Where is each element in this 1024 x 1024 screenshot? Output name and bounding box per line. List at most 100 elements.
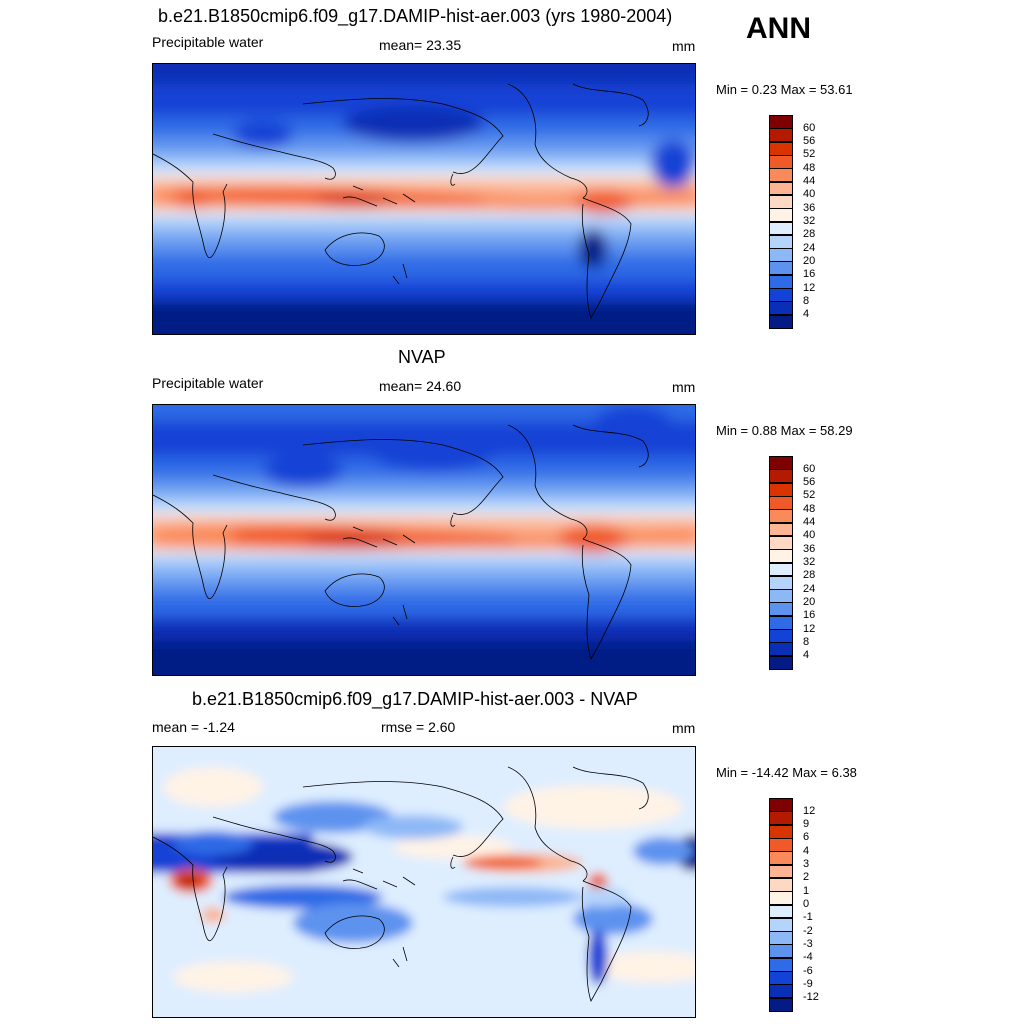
- panel-2-coastlines: [153, 424, 649, 660]
- colorbar-swatch: [769, 957, 793, 972]
- colorbar-tick-label: 24: [803, 582, 816, 595]
- panel-2-map: [152, 404, 696, 676]
- colorbar-swatch: [769, 602, 793, 617]
- colorbar-swatch: [769, 221, 793, 236]
- colorbar-tick-label: 16: [803, 609, 816, 622]
- colorbar-tick-label: 44: [803, 175, 816, 188]
- colorbar-swatch: [769, 851, 793, 866]
- colorbar-tick-label: 56: [803, 476, 816, 489]
- panel-1-minmax: Min = 0.23 Max = 53.61: [716, 82, 853, 97]
- colorbar-swatch: [769, 642, 793, 657]
- colorbar-swatch: [769, 549, 793, 564]
- colorbar-tick-label: 4: [803, 649, 810, 662]
- panel-2-field: [153, 405, 695, 675]
- colorbar-tick-label: 48: [803, 502, 816, 515]
- panel-1-coastlines: [153, 83, 649, 319]
- colorbar-tick-label: 1: [803, 884, 810, 897]
- colorbar-tick-label: -6: [803, 964, 813, 977]
- panel-1-colorbar: 60 56 52 48 44 40 36 32 28 24 20 16 12 8 4: [769, 115, 815, 329]
- colorbar-swatch: [769, 655, 793, 670]
- colorbar-tick-label: 12: [803, 804, 816, 817]
- colorbar-swatch: [769, 562, 793, 577]
- colorbar-tick-label: 60: [803, 121, 816, 134]
- colorbar-swatch: [769, 168, 793, 183]
- colorbar-swatch: [769, 811, 793, 826]
- colorbar-tick-label: 56: [803, 135, 816, 148]
- colorbar-tick-label: 32: [803, 556, 816, 568]
- panel-1-title: b.e21.B1850cmip6.f09_g17.DAMIP-hist-aer.…: [158, 6, 673, 26]
- colorbar-swatch: [769, 629, 793, 643]
- colorbar-swatch: [769, 944, 793, 959]
- panel-1-mean-label: mean= 23.35: [379, 37, 462, 53]
- colorbar-swatch: [769, 904, 793, 919]
- colorbar-tick-label: 12: [803, 281, 816, 294]
- colorbar-tick-label: 16: [803, 268, 816, 281]
- colorbar-tick-label: -4: [803, 951, 813, 964]
- colorbar-swatch: [769, 314, 793, 329]
- panel-3-units: mm: [672, 720, 696, 736]
- colorbar-swatch: [769, 824, 793, 839]
- panel-2-title: NVAP: [398, 347, 446, 367]
- colorbar-tick-label: 20: [803, 254, 816, 267]
- panel-2-colorbar: 60 56 52 48 44 40 36 32 28 24 20 16 12 8 4: [769, 456, 815, 670]
- colorbar-swatch: [769, 509, 793, 524]
- panel-2-units: mm: [672, 379, 696, 395]
- colorbar-tick-label: 52: [803, 489, 816, 502]
- colorbar-swatch: [769, 234, 793, 249]
- colorbar-tick-label: 0: [803, 898, 810, 910]
- colorbar-swatch: [769, 301, 793, 316]
- colorbar-tick-label: 24: [803, 241, 816, 254]
- panel-1-field: [153, 64, 695, 334]
- panel-3-rmse-label: rmse = 2.60: [381, 719, 456, 735]
- colorbar-tick-label: -1: [803, 911, 813, 924]
- colorbar-swatch: [769, 495, 793, 510]
- colorbar-swatch: [769, 208, 793, 223]
- panel-3-field: [153, 747, 695, 1017]
- colorbar-swatch: [769, 128, 793, 143]
- colorbar-tick-label: -9: [803, 977, 813, 990]
- colorbar-tick-label: 8: [803, 294, 810, 307]
- colorbar-tick-label: -2: [803, 924, 813, 937]
- colorbar-swatch: [769, 522, 793, 537]
- colorbar-tick-label: 3: [803, 858, 810, 871]
- colorbar-swatch: [769, 931, 793, 946]
- colorbar-swatch: [769, 181, 793, 196]
- colorbar-swatch: [769, 891, 793, 906]
- colorbar-swatch: [769, 589, 793, 604]
- colorbar-swatch: [769, 984, 793, 999]
- colorbar-tick-label: 48: [803, 161, 816, 174]
- colorbar-swatch: [769, 194, 793, 209]
- panel-1-map: [152, 63, 696, 335]
- season-label: ANN: [746, 12, 811, 45]
- colorbar-swatch: [769, 917, 793, 932]
- colorbar-tick-label: 9: [803, 818, 810, 831]
- colorbar-tick-label: 52: [803, 148, 816, 161]
- colorbar-swatch: [769, 798, 793, 812]
- colorbar-swatch: [769, 115, 793, 129]
- colorbar-swatch: [769, 971, 793, 985]
- colorbar-tick-label: 8: [803, 635, 810, 648]
- colorbar-swatch: [769, 248, 793, 263]
- colorbar-swatch: [769, 864, 793, 879]
- panel-3-minmax: Min = -14.42 Max = 6.38: [716, 765, 857, 780]
- panel-1-units: mm: [672, 38, 696, 54]
- colorbar-tick-label: 36: [803, 542, 816, 555]
- colorbar-swatch: [769, 288, 793, 302]
- panel-3-coastlines: [153, 766, 649, 1002]
- colorbar-tick-label: 40: [803, 188, 816, 201]
- panel-2-variable-label: Precipitable water: [152, 375, 264, 391]
- colorbar-tick-label: 4: [803, 308, 810, 321]
- colorbar-swatch: [769, 535, 793, 550]
- colorbar-tick-label: 4: [803, 844, 810, 857]
- panel-3-map: [152, 746, 696, 1018]
- panel-2-minmax: Min = 0.88 Max = 58.29: [716, 423, 853, 438]
- panel-3-colorbar: 12 9 6 4 3 2 1 0 -1 -2 -3 -4 -6 -9 -12: [769, 798, 819, 1012]
- panel-2-mean-label: mean= 24.60: [379, 378, 462, 394]
- colorbar-tick-label: 6: [803, 831, 810, 844]
- colorbar-tick-label: 44: [803, 516, 816, 529]
- colorbar-swatch: [769, 469, 793, 484]
- colorbar-swatch: [769, 482, 793, 497]
- colorbar-tick-label: 28: [803, 569, 816, 582]
- colorbar-swatch: [769, 575, 793, 590]
- colorbar-swatch: [769, 154, 793, 169]
